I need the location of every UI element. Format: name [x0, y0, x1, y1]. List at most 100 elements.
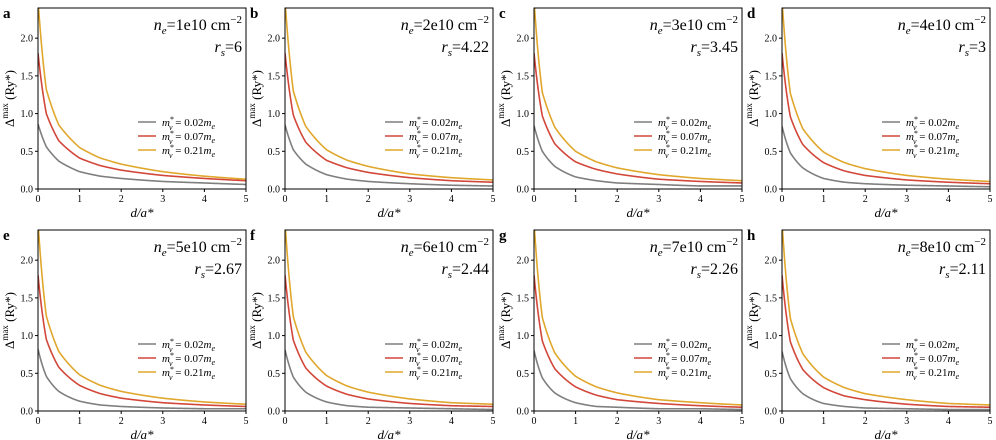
x-tick-label: 1 — [77, 194, 82, 205]
legend-entry: m* v = 0.21me — [409, 143, 462, 160]
series-line-2 — [38, 53, 246, 182]
x-tick-label: 4 — [449, 194, 454, 205]
rs-annotation: rs=3 — [958, 39, 986, 59]
axes-frame — [37, 229, 247, 412]
y-tick-label: 1.0 — [21, 331, 34, 342]
density-annotation: ne=7e10 cm−2 — [650, 236, 738, 259]
legend-entry: m* v = 0.02me — [658, 337, 711, 354]
y-tick-label: 2.0 — [21, 256, 34, 267]
y-axis-label: Δmax (Ry*) — [0, 70, 17, 127]
series-line-3 — [38, 230, 246, 405]
x-tick-label: 2 — [366, 416, 371, 427]
y-tick-label: 0.0 — [517, 407, 530, 418]
y-tick-label: 1.0 — [765, 331, 778, 342]
y-axis-label: Δmax (Ry*) — [744, 70, 761, 127]
y-tick-label: 0.5 — [21, 147, 34, 158]
y-tick-label: 2.0 — [517, 34, 530, 45]
y-axis-label: Δmax (Ry*) — [496, 70, 513, 127]
rs-annotation: rs=6 — [214, 39, 242, 59]
x-tick-label: 0 — [36, 416, 41, 427]
axes-frame — [533, 229, 743, 412]
plot-area — [534, 8, 742, 187]
series-line-2 — [534, 53, 742, 184]
plot-area — [534, 230, 742, 411]
x-tick-label: 3 — [160, 416, 165, 427]
x-axis-label: d/a* — [377, 427, 401, 440]
axes-frame — [781, 7, 991, 190]
x-tick-label: 3 — [904, 416, 909, 427]
legend-entry: m* v = 0.07me — [162, 351, 215, 368]
series-line-1 — [38, 123, 246, 186]
x-tick-label: 1 — [821, 416, 826, 427]
series-line-2 — [782, 275, 990, 409]
y-tick-label: 0.5 — [765, 369, 778, 380]
panel-b: 0 1 2 3 4 5 0.0 0.5 1.0 1.5 2.0 b d/a* Δmax (Ry*) ne=2… — [247, 6, 496, 220]
axes-frame — [284, 7, 494, 190]
x-tick-label: 2 — [119, 416, 124, 427]
y-axis-label: Δmax (Ry*) — [247, 70, 264, 127]
x-tick-label: 3 — [407, 194, 412, 205]
y-axis-label: Δmax (Ry*) — [247, 292, 264, 349]
series-line-3 — [285, 8, 493, 181]
panel-f: 0 1 2 3 4 5 0.0 0.5 1.0 1.5 2.0 f d/a* Δmax (Ry*) ne=6… — [247, 228, 496, 440]
legend-entry: m* v = 0.02me — [906, 337, 959, 354]
x-tick-label: 4 — [698, 194, 703, 205]
y-tick-label: 1.0 — [21, 109, 34, 120]
x-tick-label: 1 — [77, 416, 82, 427]
x-tick-label: 1 — [324, 416, 329, 427]
x-tick-label: 3 — [904, 194, 909, 205]
y-tick-label: 0.5 — [268, 147, 281, 158]
legend-entry: m* v = 0.02me — [162, 337, 215, 354]
series-line-1 — [38, 348, 246, 410]
x-axis-label: d/a* — [626, 427, 650, 440]
legend-entry: m* v = 0.21me — [658, 143, 711, 160]
series-line-3 — [534, 8, 742, 182]
panel-letter: c — [499, 6, 506, 22]
legend-entry: m* v = 0.07me — [906, 351, 959, 368]
x-tick-label: 4 — [698, 416, 703, 427]
rs-annotation: rs=2.44 — [441, 261, 489, 281]
y-tick-label: 1.5 — [21, 71, 34, 82]
panel-letter: h — [747, 228, 756, 244]
panel-h: 0 1 2 3 4 5 0.0 0.5 1.0 1.5 2.0 h d/a* Δmax (Ry*) ne=8… — [744, 228, 993, 440]
y-tick-label: 1.5 — [268, 71, 281, 82]
legend-entry: m* v = 0.21me — [162, 143, 215, 160]
y-tick-label: 2.0 — [21, 34, 34, 45]
x-tick-label: 0 — [532, 194, 537, 205]
x-tick-label: 5 — [740, 194, 745, 205]
legend-entry: m* v = 0.02me — [409, 115, 462, 132]
y-tick-label: 1.5 — [517, 293, 530, 304]
legend-entry: m* v = 0.21me — [658, 365, 711, 382]
y-tick-label: 1.5 — [268, 293, 281, 304]
series-line-3 — [782, 230, 990, 406]
density-annotation: ne=2e10 cm−2 — [401, 14, 489, 37]
legend-entry: m* v = 0.21me — [906, 143, 959, 160]
series-line-1 — [782, 351, 990, 411]
panel-e: 0 1 2 3 4 5 0.0 0.5 1.0 1.5 2.0 e d/a* Δmax (Ry*) ne=5… — [0, 228, 249, 440]
plot-area — [285, 230, 493, 411]
x-axis-label: d/a* — [130, 205, 154, 220]
y-tick-label: 2.0 — [517, 256, 530, 267]
y-axis-label: Δmax (Ry*) — [744, 292, 761, 349]
series-line-2 — [285, 53, 493, 183]
series-line-3 — [782, 8, 990, 183]
series-line-1 — [285, 349, 493, 411]
y-tick-label: 0.0 — [268, 185, 281, 196]
plot-area — [38, 230, 246, 410]
legend-entry: m* v = 0.02me — [409, 337, 462, 354]
x-tick-label: 5 — [988, 194, 993, 205]
density-annotation: ne=1e10 cm−2 — [154, 14, 242, 37]
series-line-1 — [782, 126, 990, 188]
series-line-1 — [285, 124, 493, 187]
legend-entry: m* v = 0.07me — [906, 129, 959, 146]
legend-entry: m* v = 0.02me — [906, 115, 959, 132]
x-tick-label: 3 — [656, 194, 661, 205]
x-tick-label: 0 — [36, 194, 41, 205]
panel-a: 0 1 2 3 4 5 0.0 0.5 1.0 1.5 2.0 a d/a* Δmax (Ry*) ne=1… — [0, 6, 249, 220]
y-tick-label: 2.0 — [765, 34, 778, 45]
y-axis-label: Δmax (Ry*) — [0, 292, 17, 349]
x-tick-label: 5 — [491, 194, 496, 205]
